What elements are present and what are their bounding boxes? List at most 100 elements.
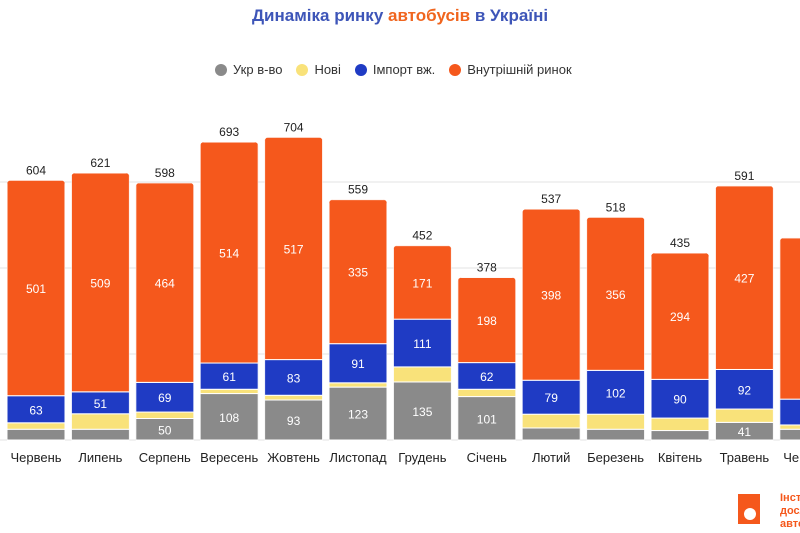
logo-line-1: Інститут [780, 492, 800, 504]
bar-segment-domestic-3 [200, 142, 259, 364]
legend-item-ukr: Укр в-во [215, 62, 282, 77]
data-label-domestic-5: 335 [348, 266, 368, 280]
legend-label-import: Імпорт вж. [372, 62, 436, 77]
total-label-1: 621 [90, 156, 110, 170]
legend-item-import: Імпорт вж. [354, 62, 436, 77]
bar-segment-new-9 [586, 413, 645, 430]
category-label-6: Грудень [398, 450, 446, 465]
bar-segment-domestic-0 [7, 180, 65, 397]
data-label-ukr-4: 93 [287, 414, 301, 428]
bar-segment-new-10 [651, 417, 709, 432]
bar-segment-import-9 [586, 369, 645, 415]
bar-segment-import-10 [651, 378, 709, 419]
bar-segment-domestic-10 [651, 252, 709, 380]
data-label-domestic-11: 427 [734, 272, 754, 286]
data-label-import-0: 63 [29, 403, 43, 417]
bar-segment-new-6 [393, 366, 452, 383]
data-label-ukr-5: 123 [348, 408, 368, 422]
bar-segment-new-8 [522, 413, 581, 429]
bar-segment-import-8 [522, 379, 581, 415]
data-label-ukr-3: 108 [219, 411, 239, 425]
bar-segment-ukr-1 [71, 428, 130, 441]
chart-title: Динаміка ринку автобусів в Україні [0, 6, 800, 26]
category-label-2: Серпень [139, 450, 191, 465]
legend-swatch-ukr [215, 63, 227, 76]
category-label-5: Листопад [329, 450, 387, 465]
bar-segment-domestic-9 [586, 217, 645, 371]
bar-segment-ukr-12 [779, 428, 800, 441]
total-label-6: 452 [412, 229, 432, 243]
data-label-import-1: 51 [94, 397, 108, 411]
bar-segment-domestic-4 [264, 137, 323, 361]
bar-segment-new-3 [200, 388, 259, 395]
bar-segment-new-2 [135, 411, 194, 419]
category-label-10: Квітень [658, 450, 703, 465]
data-label-import-8: 79 [545, 391, 559, 405]
total-label-5: 559 [348, 183, 368, 197]
data-label-domestic-7: 198 [477, 314, 497, 328]
data-label-import-9: 102 [606, 386, 626, 400]
legend-label-ukr: Укр в-во [233, 62, 283, 77]
institute-logo: Інститут досліджень авторинку [738, 492, 800, 530]
title-highlight: автобусів [388, 6, 471, 25]
bar-segment-domestic-7 [457, 277, 516, 364]
bar-segment-new-7 [457, 388, 516, 398]
category-label-3: Вересень [200, 450, 258, 465]
legend-swatch-import [354, 63, 367, 76]
bar-segment-import-2 [135, 381, 194, 413]
data-label-domestic-3: 514 [219, 247, 239, 261]
total-label-4: 704 [284, 120, 304, 134]
category-label-8: Лютий [532, 450, 570, 465]
data-label-domestic-0: 501 [26, 282, 46, 296]
bar-segment-ukr-6 [393, 381, 452, 441]
total-label-10: 435 [670, 236, 690, 250]
bar-segment-new-4 [264, 394, 323, 401]
data-label-ukr-6: 135 [412, 405, 432, 419]
data-label-import-2: 69 [158, 391, 172, 405]
total-label-2: 598 [155, 166, 175, 180]
data-label-ukr-7: 101 [477, 412, 497, 426]
title-suffix: в Україні [470, 6, 549, 25]
data-label-domestic-10: 294 [670, 310, 690, 324]
title-prefix: Динаміка ринку [251, 6, 388, 25]
data-label-domestic-1: 509 [90, 276, 110, 290]
category-label-0: Червень [10, 450, 61, 465]
logo-line-3: авторинку [780, 518, 800, 530]
bar-segment-ukr-0 [7, 428, 65, 441]
bar-segment-ukr-9 [586, 428, 645, 441]
category-label-12: Червень [783, 450, 800, 465]
bar-segment-domestic-2 [135, 182, 194, 383]
category-label-1: Липень [78, 450, 122, 465]
bar-segment-ukr-7 [457, 396, 516, 441]
bar-segment-import-0 [7, 395, 65, 424]
legend-item-new: Нові [296, 62, 341, 77]
bar-segment-domestic-5 [329, 199, 387, 345]
legend-label-domestic: Внутрішній ринок [467, 62, 572, 77]
data-label-domestic-8: 398 [541, 289, 561, 303]
data-label-import-10: 90 [673, 393, 687, 407]
bar-segment-new-0 [7, 422, 65, 430]
total-label-8: 537 [541, 192, 561, 206]
legend-swatch-new [296, 63, 309, 76]
bar-segment-ukr-10 [651, 430, 709, 441]
bar-segment-ukr-8 [522, 427, 581, 441]
bar-segment-domestic-1 [71, 172, 130, 393]
bar-segment-import-11 [715, 368, 774, 410]
data-label-ukr-2: 50 [158, 423, 172, 437]
category-label-11: Травень [720, 450, 770, 465]
bar-segment-domestic-6 [393, 245, 452, 320]
legend-label-new: Нові [314, 62, 341, 77]
bar-segment-domestic-11 [715, 185, 774, 370]
chart-legend: Укр в-во Нові Імпорт вж. Внутрішній рино… [215, 62, 572, 77]
total-label-11: 591 [734, 169, 754, 183]
category-label-9: Березень [587, 450, 644, 465]
bar-segment-import-3 [200, 362, 259, 390]
data-label-domestic-9: 356 [606, 288, 626, 302]
data-label-import-7: 62 [480, 370, 494, 384]
legend-item-domestic: Внутрішній ринок [449, 62, 572, 77]
bar-segment-new-12 [779, 424, 800, 430]
total-label-0: 604 [26, 163, 46, 177]
bar-segment-domestic-12 [779, 237, 800, 400]
bar-segment-import-6 [393, 318, 452, 368]
